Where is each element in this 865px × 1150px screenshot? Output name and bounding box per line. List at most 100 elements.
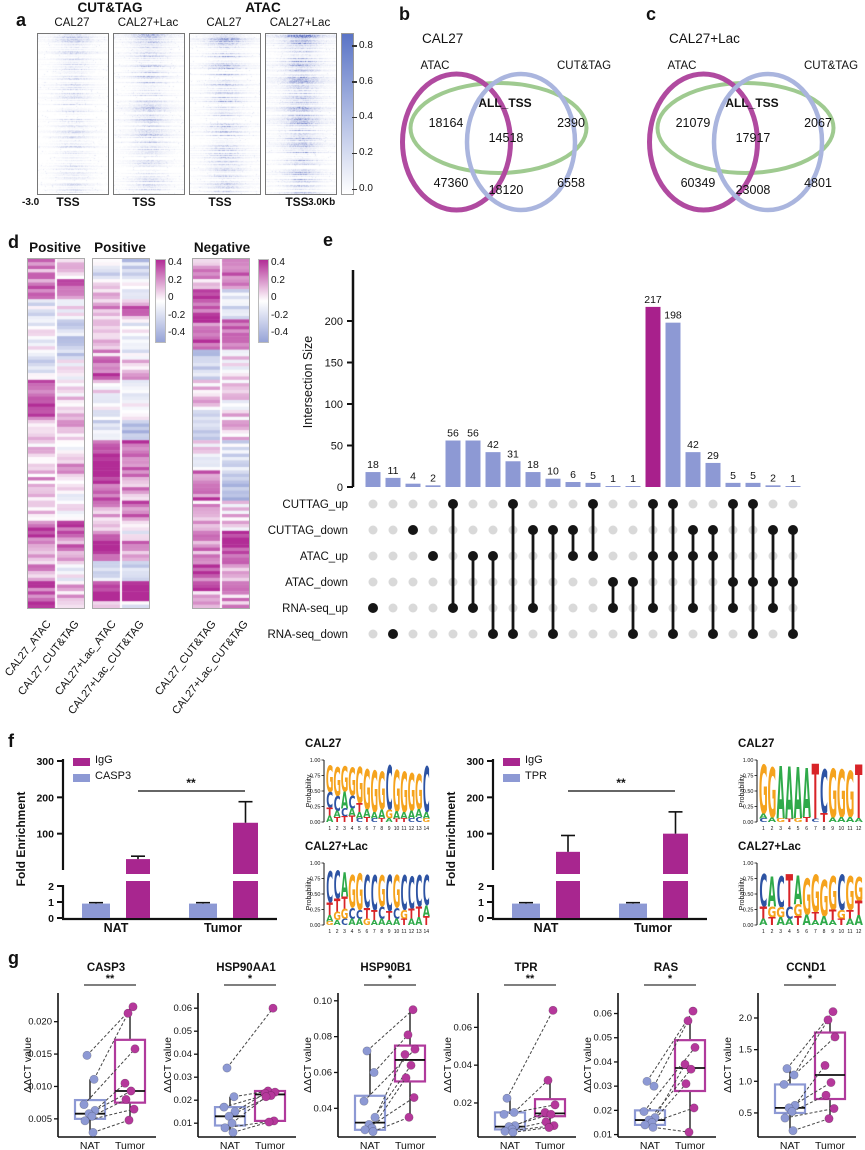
logo-letter: C	[356, 817, 363, 823]
upset-bar	[605, 486, 621, 487]
tumor-data-point	[823, 1015, 833, 1025]
logo-letter: A	[341, 867, 348, 905]
logo-letter-glyph: A	[423, 903, 430, 921]
logo-y-tick-label: 0.75	[310, 877, 321, 883]
nat-data-point	[368, 1127, 378, 1137]
significance-stars: **	[106, 973, 115, 985]
upset-bar-value: 1	[790, 473, 796, 485]
logo-letter: G	[828, 867, 837, 921]
logo-letter-glyph: C	[349, 905, 356, 923]
pair-line	[654, 1064, 686, 1118]
logo-x-tick-label: 12	[856, 826, 862, 832]
logo-letter-glyph: A	[408, 918, 415, 928]
logo-letter-glyph: G	[768, 753, 777, 834]
upset-dot-active	[788, 577, 798, 587]
igg-bar-lower	[556, 881, 580, 918]
nat-data-point	[89, 1074, 99, 1084]
pair-line	[94, 1082, 126, 1111]
upset-bar-value: 56	[447, 428, 459, 440]
x-category-label: NAT	[360, 1140, 381, 1150]
logo-letter: T	[423, 914, 430, 929]
upset-bar-value: 2	[430, 472, 436, 484]
panel-e-label: e	[323, 230, 334, 250]
panel-b-label: b	[399, 4, 410, 24]
tumor-data-point	[550, 1100, 560, 1110]
pair-line	[506, 1010, 554, 1099]
logo-letter: C	[349, 905, 356, 923]
panel-a-title-cuttag: CUT&TAG	[77, 0, 143, 15]
logo-letter: T	[379, 817, 386, 823]
logo-letter-glyph: C	[371, 868, 378, 924]
logo-x-tick-label: 12	[409, 929, 415, 935]
upset-bar-value: 18	[527, 459, 539, 471]
pair-line	[372, 1116, 410, 1133]
logo-letter: T	[364, 905, 371, 923]
y-tick-label: 1.0	[739, 1076, 752, 1087]
logo-letter: A	[837, 817, 845, 825]
logo-letter: A	[423, 903, 430, 921]
boxplot-RAS: RAS* 0.01 0.02 0.03 0.04 0.05 0.06 ΔΔCT value NA…	[582, 962, 716, 1150]
logo-letter: A	[393, 918, 400, 928]
logo-y-tick-label: 0.00	[743, 820, 754, 826]
significance-stars: **	[186, 776, 196, 790]
upset-set-label: ATAC_up	[300, 551, 348, 563]
tss-signal-heatmap	[189, 33, 261, 195]
upset-bar	[505, 461, 521, 487]
logo-letter-glyph: T	[855, 897, 863, 921]
y-tick-label: 0.015	[28, 1049, 52, 1060]
colorbar-tick-mark	[352, 188, 357, 190]
logo-title: CAL27	[738, 738, 775, 750]
logo-letter: A	[415, 917, 423, 929]
logo-letter: C	[759, 865, 767, 917]
upset-dot-inactive	[388, 551, 398, 561]
y-tick-label: 0.06	[454, 1022, 473, 1033]
y-axis-label: Fold Enrichment	[14, 792, 28, 887]
logo-letter: C	[378, 904, 385, 924]
logo-letter-glyph: A	[794, 753, 802, 835]
colorbar-tick-label: 0.2	[359, 147, 373, 159]
logo-y-tick-label: 0.25	[310, 908, 321, 914]
boxplot-HSP90B1: HSP90B1* 0.04 0.06 0.08 0.10 ΔΔCT value NAT Tum…	[302, 962, 436, 1150]
upset-bar-value: 11	[388, 465, 399, 477]
logo-x-tick-label: 10	[839, 929, 845, 935]
logo-letter-glyph: A	[846, 817, 854, 825]
nat-data-point	[79, 1100, 89, 1110]
logo-letter: A	[378, 918, 385, 928]
y-tick-label: 0.010	[28, 1081, 52, 1092]
significance-stars: **	[616, 776, 626, 790]
colorbar-tick-mark	[352, 45, 357, 47]
y-tick-label: 2	[48, 881, 54, 893]
legend-label-casp3: CASP3	[95, 770, 132, 782]
logo-letter-glyph: G	[370, 759, 378, 826]
y-tick-label: 0.05	[174, 1026, 193, 1037]
upset-dot-inactive	[528, 629, 538, 639]
y-tick-label: 0.02	[594, 1105, 613, 1116]
upset-dot-inactive	[568, 499, 578, 509]
x-category-label: NAT	[534, 921, 559, 935]
logo-letter: C	[820, 759, 828, 829]
upset-dot-active	[628, 577, 638, 587]
colorbar-tick-label: 0.2	[168, 274, 182, 286]
y-tick-label: 0.02	[454, 1098, 473, 1109]
logo-letter-glyph: A	[768, 869, 777, 917]
pair-line	[92, 1119, 130, 1133]
upset-bar	[785, 486, 801, 487]
upset-bar-value: 42	[487, 439, 499, 451]
logo-letter: A	[326, 815, 333, 825]
pair-line	[232, 1121, 270, 1133]
upset-bar-value: 1	[610, 473, 616, 485]
upset-dot-active	[688, 603, 698, 613]
upset-dot-inactive	[408, 551, 418, 561]
logo-letter: G	[348, 760, 356, 805]
upset-dot-inactive	[608, 499, 618, 509]
colorbar-tick-label: 0.8	[359, 39, 373, 51]
logo-letter-glyph: T	[786, 818, 794, 823]
panel-c-label: c	[646, 4, 657, 24]
colorbar-tick-mark	[352, 116, 357, 119]
logo-x-tick-label: 3	[779, 826, 782, 832]
tumor-data-point	[264, 1117, 274, 1127]
logo-letter: T	[803, 817, 811, 825]
y-tick-label: 0.020	[28, 1017, 52, 1028]
